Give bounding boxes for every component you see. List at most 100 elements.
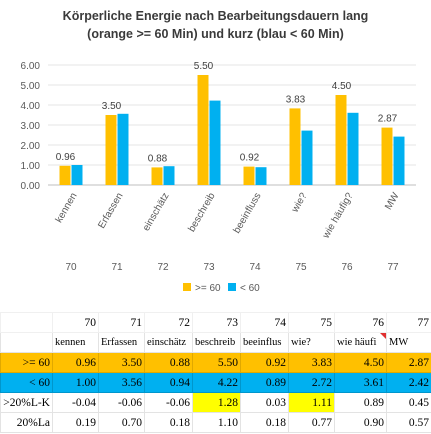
sheet-cell-value[interactable]: 3.61 <box>334 372 387 393</box>
sheet-cell-value[interactable]: 1.11 <box>288 392 335 413</box>
sheet-cell-col-number[interactable]: 76 <box>334 312 387 333</box>
sheet-cell-value[interactable]: -0.04 <box>52 392 99 413</box>
legend-swatch <box>183 283 191 291</box>
bar <box>71 165 83 185</box>
sheet-cell-value[interactable]: 0.18 <box>240 412 289 433</box>
sheet-cell-value[interactable]: -0.06 <box>98 392 145 413</box>
x-sub-label: 75 <box>295 262 307 273</box>
y-tick-label: 6.00 <box>21 61 41 72</box>
sheet-cell-value[interactable]: 2.42 <box>386 372 431 393</box>
y-tick-label: 2.00 <box>21 141 41 152</box>
sheet-cell-value[interactable]: 0.03 <box>240 392 289 413</box>
sheet-row-label[interactable]: >20%L-K <box>0 392 53 413</box>
sheet-row-label[interactable]: >= 60 <box>0 352 53 373</box>
sheet-cell-value[interactable]: 0.96 <box>52 352 99 373</box>
sheet-row-headers: kennen Erfassen einschätz beschreib beeinflu… <box>0 332 431 353</box>
bar <box>209 100 221 185</box>
sheet-cell-value[interactable]: 3.50 <box>98 352 145 373</box>
sheet-cell-value[interactable]: 4.22 <box>192 372 241 393</box>
y-tick-label: 5.00 <box>21 81 41 92</box>
sheet-cell-col-number[interactable]: 71 <box>98 312 145 333</box>
sheet-cell-value[interactable]: 0.19 <box>52 412 99 433</box>
sheet-cell-header[interactable]: wie häufi <box>334 332 387 353</box>
sheet-cell-value[interactable]: 0.88 <box>144 352 193 373</box>
bar <box>197 75 209 185</box>
x-category-label: einschätz <box>141 191 172 233</box>
bar <box>335 95 347 185</box>
x-sub-label: 71 <box>111 262 123 273</box>
sheet-cell-value[interactable]: 4.50 <box>334 352 387 373</box>
sheet-cell-value[interactable]: 0.89 <box>240 372 289 393</box>
sheet-cell-value[interactable]: 2.72 <box>288 372 335 393</box>
x-sub-label: 74 <box>249 262 261 273</box>
bar <box>255 167 267 185</box>
y-tick-label: 3.00 <box>21 121 41 132</box>
sheet-cell-header[interactable]: kennen <box>52 332 99 353</box>
sheet-cell-empty[interactable] <box>0 332 53 353</box>
x-sub-label: 70 <box>65 262 77 273</box>
x-sub-label: 73 <box>203 262 215 273</box>
sheet-cell-value[interactable]: 0.90 <box>334 412 387 433</box>
x-category-label: MW <box>383 191 402 212</box>
sheet-cell-header[interactable]: beschreib <box>192 332 241 353</box>
sheet-data-row: >= 60 0.96 3.50 0.88 5.50 0.92 3.83 4.50 2.87 <box>0 352 431 373</box>
sheet-data-row: < 60 1.00 3.56 0.94 4.22 0.89 2.72 3.61 2.42 <box>0 372 431 393</box>
bar <box>59 165 71 185</box>
bar <box>289 108 301 185</box>
sheet-cell-value[interactable]: 0.77 <box>288 412 335 433</box>
sheet-cell-header[interactable]: MW <box>386 332 431 353</box>
sheet-cell-value[interactable]: 0.70 <box>98 412 145 433</box>
sheet-cell-value[interactable]: 0.45 <box>386 392 431 413</box>
sheet-cell-col-number[interactable]: 75 <box>288 312 335 333</box>
sheet-row-label[interactable]: 20%La <box>0 412 53 433</box>
sheet-cell-value[interactable]: 0.18 <box>144 412 193 433</box>
sheet-cell-value[interactable]: 3.56 <box>98 372 145 393</box>
x-sub-label: 72 <box>157 262 169 273</box>
sheet-cell-col-number[interactable]: 73 <box>192 312 241 333</box>
sheet-cell-value[interactable]: -0.06 <box>144 392 193 413</box>
bar <box>347 112 359 185</box>
sheet-cell-col-number[interactable]: 70 <box>52 312 99 333</box>
sheet-row-label[interactable]: < 60 <box>0 372 53 393</box>
sheet-cell-value[interactable]: 2.87 <box>386 352 431 373</box>
x-category-label: wie häufig? <box>320 191 356 242</box>
x-category-label: wie? <box>289 191 310 216</box>
x-category-label: Erfassen <box>96 191 125 231</box>
y-tick-label: 1.00 <box>21 161 41 172</box>
y-tick-label: 4.00 <box>21 101 41 112</box>
x-sub-label: 76 <box>341 262 353 273</box>
bar <box>243 166 255 185</box>
sheet-cell-header[interactable]: beeinflus <box>240 332 289 353</box>
bar <box>381 127 393 185</box>
bar <box>163 166 175 185</box>
sheet-cell-value[interactable]: 1.10 <box>192 412 241 433</box>
sheet-cell-value[interactable]: 0.94 <box>144 372 193 393</box>
sheet-cell-empty[interactable] <box>0 312 53 333</box>
sheet-cell-value[interactable]: 0.89 <box>334 392 387 413</box>
sheet-cell-value[interactable]: 1.00 <box>52 372 99 393</box>
sheet-row-col-numbers: 70 71 72 73 74 75 76 77 <box>0 312 431 333</box>
sheet-cell-header[interactable]: einschätz <box>144 332 193 353</box>
sheet-cell-value[interactable]: 0.92 <box>240 352 289 373</box>
sheet-cell-value[interactable]: 0.57 <box>386 412 431 433</box>
data-label: 2.87 <box>378 114 398 125</box>
y-tick-label: 0.00 <box>21 181 41 192</box>
sheet-cell-header[interactable]: wie? <box>288 332 335 353</box>
x-category-label: beeinfluss <box>232 191 264 235</box>
sheet-cell-col-number[interactable]: 72 <box>144 312 193 333</box>
legend-label: < 60 <box>240 283 260 294</box>
sheet-cell-value[interactable]: 1.28 <box>192 392 241 413</box>
chart-title-line-1: Körperliche Energie nach Bearbeitungsdau… <box>62 9 369 23</box>
sheet-cell-value[interactable]: 3.83 <box>288 352 335 373</box>
x-category-label: beschreib <box>186 191 217 234</box>
bar <box>117 113 129 185</box>
sheet-cell-header[interactable]: Erfassen <box>98 332 145 353</box>
chart-area: Körperliche Energie nach Bearbeitungsdau… <box>21 9 416 294</box>
sheet-cell-col-number[interactable]: 77 <box>386 312 431 333</box>
bar <box>393 136 405 185</box>
legend-label: >= 60 <box>195 283 221 294</box>
sheet-cell-col-number[interactable]: 74 <box>240 312 289 333</box>
bar-chart: 0.00 1.00 2.00 3.00 4.00 5.00 6.00 0.96 3.50 0.88… <box>21 61 416 294</box>
sheet-cell-value[interactable]: 5.50 <box>192 352 241 373</box>
sheet-data-row: >20%L-K -0.04 -0.06 -0.06 1.28 0.03 1.11 0.89 0.… <box>0 392 431 413</box>
